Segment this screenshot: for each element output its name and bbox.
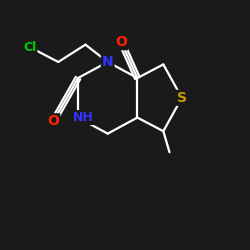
Text: O: O [47,114,59,128]
Text: NH: NH [72,111,93,124]
Text: N: N [102,55,114,69]
Text: S: S [177,91,187,105]
Text: Cl: Cl [23,40,36,54]
Text: O: O [115,35,127,49]
